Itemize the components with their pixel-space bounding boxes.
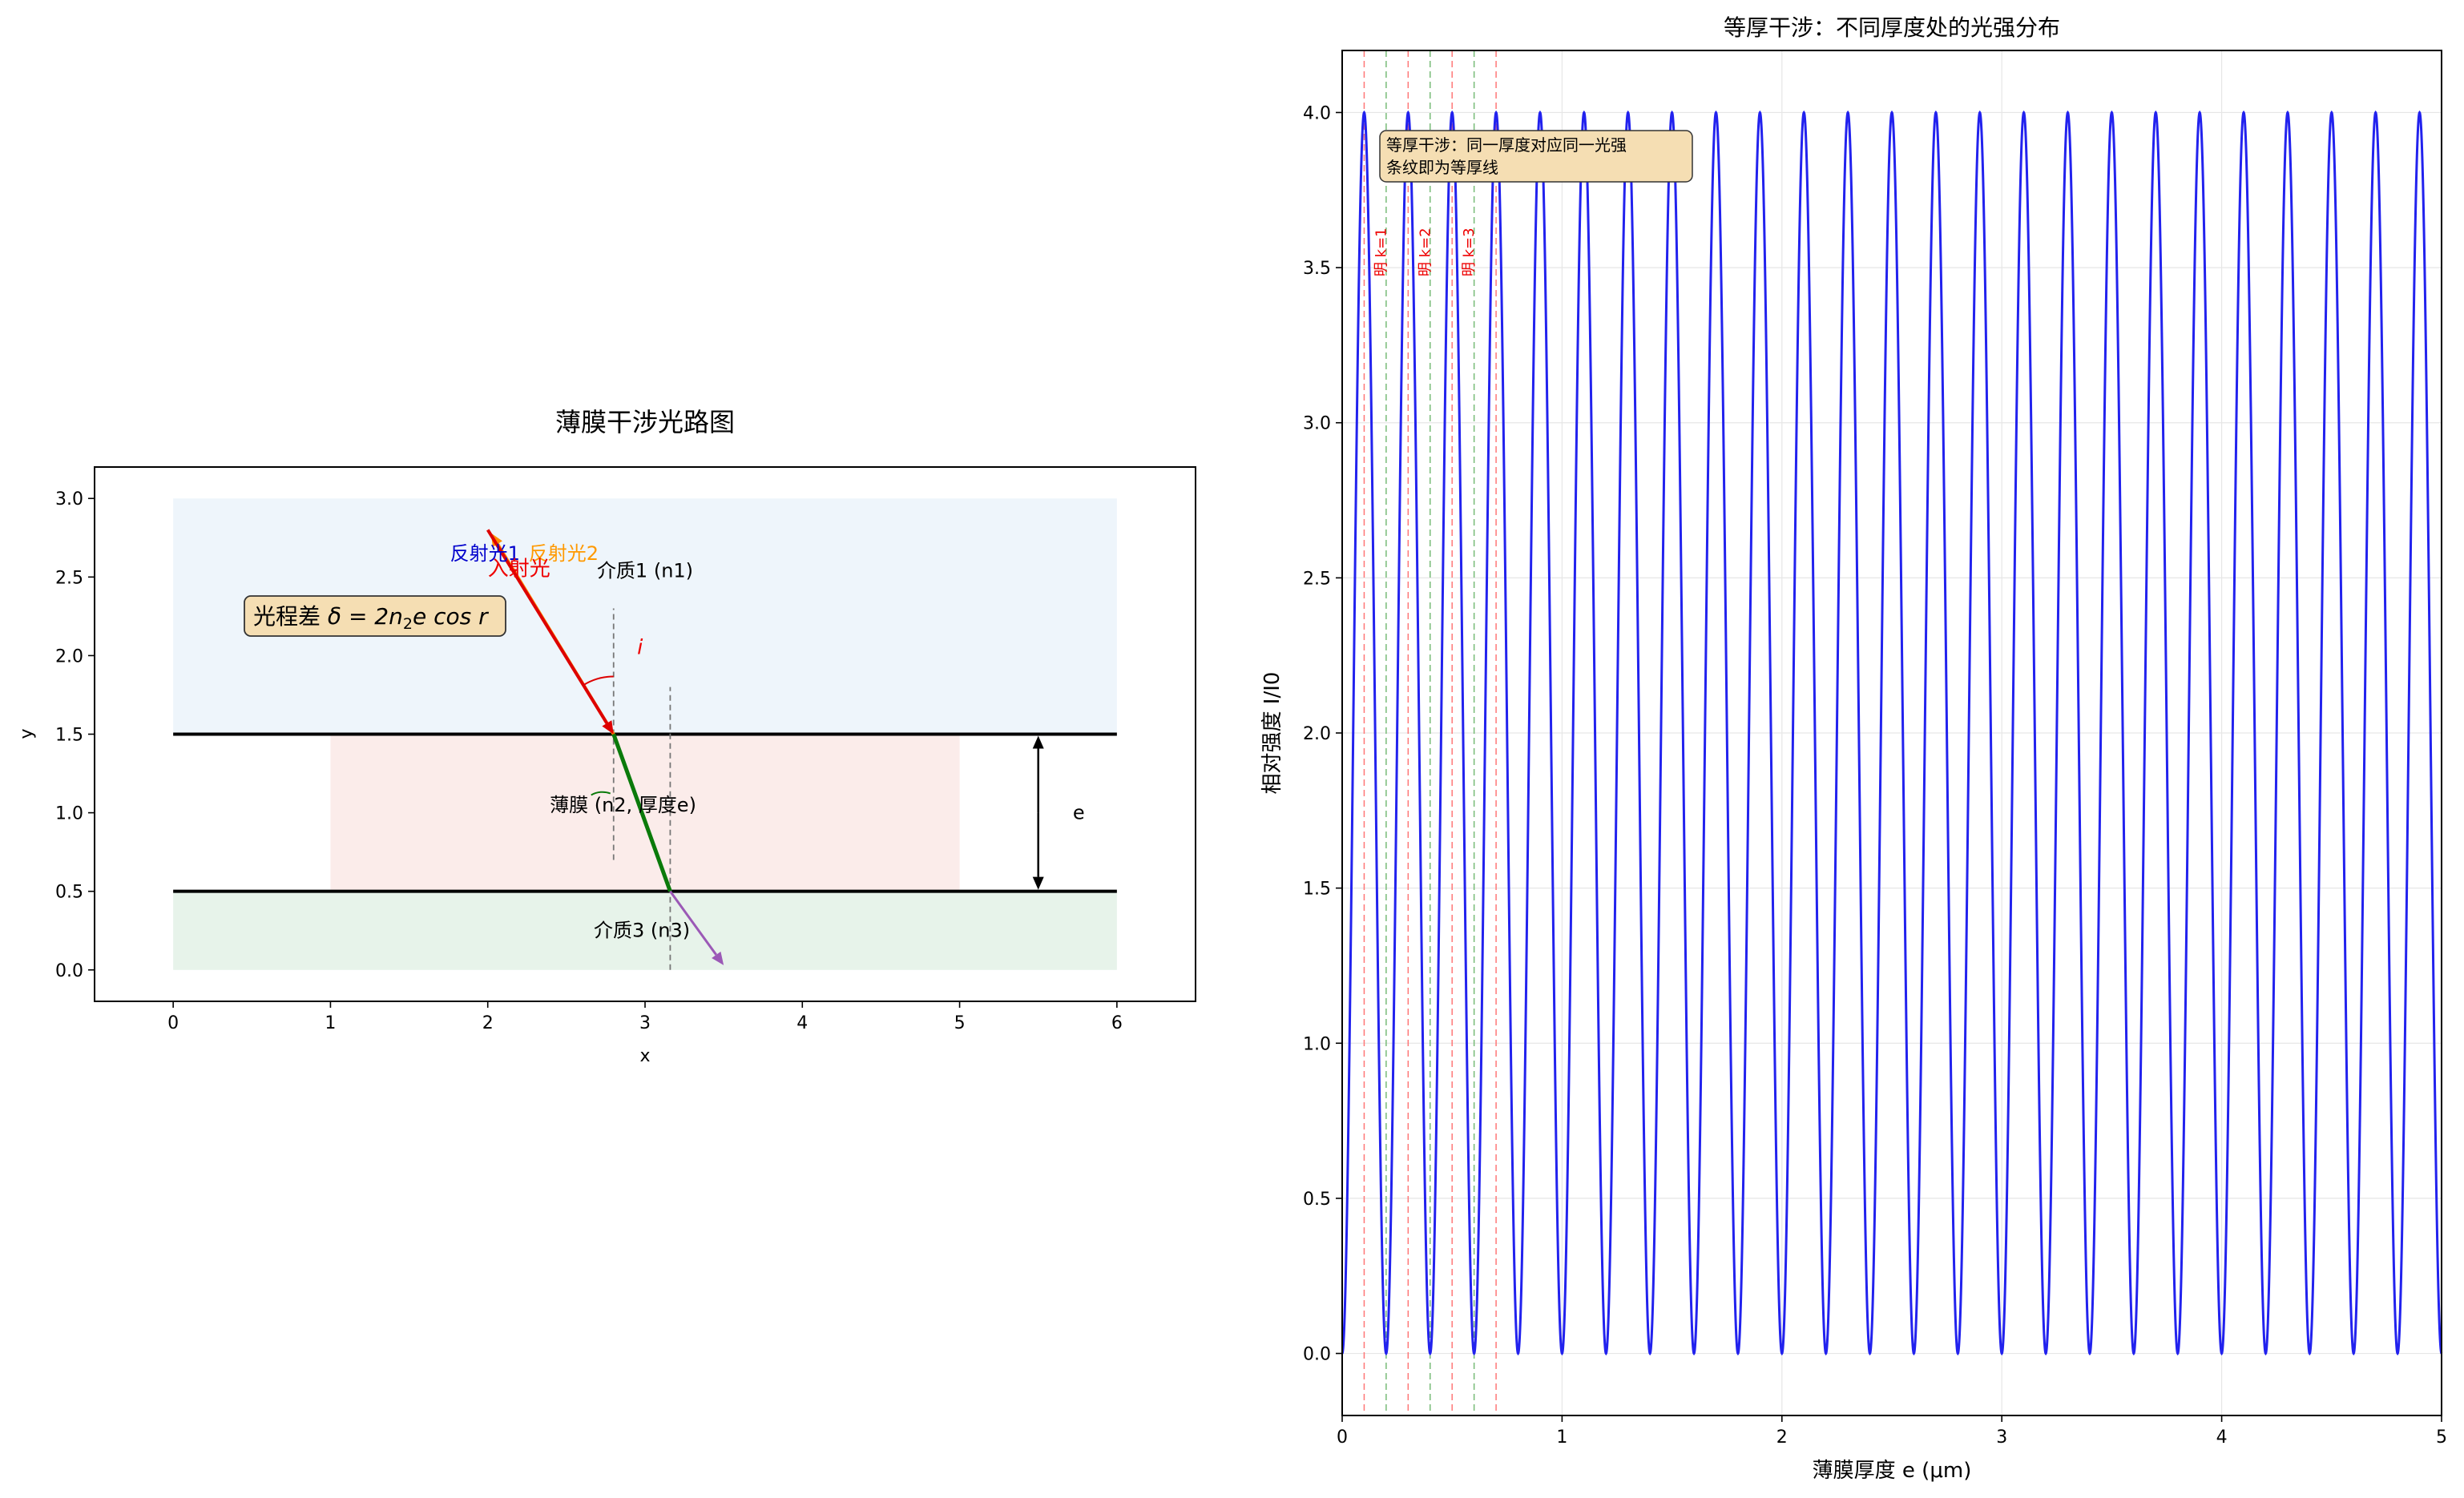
region-film: [330, 734, 960, 892]
diagram-y-axis-label: y: [17, 728, 37, 739]
annotation-line-1: 等厚干涉：同一厚度对应同一光强: [1386, 135, 1627, 155]
thickness-arrow-up: [1032, 735, 1044, 813]
diagram-x-tick-label: 3: [639, 1013, 651, 1033]
bright-fringe-label: 明 k=1: [1373, 228, 1389, 276]
refraction-angle-arc: [591, 791, 611, 796]
svg-text:光程差 δ = 2n2e cos r: 光程差 δ = 2n2e cos r: [253, 603, 489, 633]
diagram-x-tick-label: 0: [167, 1013, 179, 1033]
thickness-label: e: [1073, 802, 1085, 824]
intensity-curve: [1341, 110, 2443, 1356]
optical-path-formula: 光程差 δ = 2n2e cos r: [244, 595, 506, 637]
diagram-x-tick-label: 4: [796, 1013, 808, 1033]
intensity-x-tick-label: 3: [1996, 1428, 2007, 1448]
intensity-y-axis-label: 相对强度 I/I0: [1260, 672, 1284, 795]
thin-film-diagram-panel: 薄膜干涉光路图 e 介质1 (n1) 薄膜 (n2, 厚度e) 介质3 (n3) 反射光…: [17, 407, 1196, 1066]
diagram-x-tick-label: 6: [1111, 1013, 1123, 1033]
annotation-line-2: 条纹即为等厚线: [1386, 158, 1498, 177]
intensity-y-tick-label: 1.0: [1303, 1034, 1331, 1054]
intensity-y-tick-label: 2.5: [1303, 569, 1331, 589]
intensity-x-tick-label: 2: [1776, 1428, 1788, 1448]
medium1-label: 介质1 (n1): [597, 559, 693, 582]
incident-label: 入射光: [488, 558, 550, 582]
diagram-y-tick-label: 3.0: [55, 489, 83, 509]
ray-incident: [486, 529, 614, 735]
annotation-box: [1379, 130, 1693, 183]
diagram-y-tick-label: 2.5: [55, 568, 83, 588]
diagram-x-tick-label: 2: [482, 1013, 494, 1033]
diagram-y-tick-label: 1.5: [55, 726, 83, 746]
intensity-chart-title: 等厚干涉：不同厚度处的光强分布: [1724, 14, 2060, 41]
ray-in-film: [611, 733, 672, 892]
equal-thickness-annotation: 等厚干涉：同一厚度对应同一光强 条纹即为等厚线: [1379, 130, 1693, 183]
region-medium3: [173, 891, 1117, 970]
reflected1-label: 反射光1: [450, 542, 520, 565]
ray-transmitted: [669, 890, 724, 965]
intensity-y-tick-label: 0.5: [1303, 1190, 1331, 1210]
diagram-x-tick-label: 5: [954, 1013, 966, 1033]
intensity-y-tick-label: 0.0: [1303, 1345, 1331, 1365]
bright-fringe-label: 明 k=2: [1417, 228, 1434, 276]
intensity-x-tick-label: 4: [2216, 1428, 2228, 1448]
intensity-y-tick-label: 2.0: [1303, 724, 1331, 744]
angle-label: i: [637, 636, 643, 660]
intensity-y-tick-label: 4.0: [1303, 103, 1331, 123]
diagram-y-tick-label: 0.5: [55, 883, 83, 903]
diagram-x-tick-label: 1: [325, 1013, 336, 1033]
intensity-x-axis-label: 薄膜厚度 e (μm): [1813, 1459, 1972, 1483]
intensity-x-tick-label: 1: [1556, 1428, 1567, 1448]
diagram-y-tick-label: 2.0: [55, 646, 83, 666]
intensity-y-tick-label: 1.5: [1303, 880, 1331, 900]
diagram-x-axis-label: x: [639, 1046, 650, 1066]
medium3-label: 介质3 (n3): [594, 920, 690, 942]
intensity-y-tick-label: 3.5: [1303, 259, 1331, 279]
intensity-x-tick-label: 0: [1337, 1428, 1348, 1448]
thickness-arrow-down: [1032, 812, 1044, 890]
intensity-chart-panel: 等厚干涉：不同厚度处的光强分布 明 k=1 明 k=2 明 k=3 等厚干涉：同一厚…: [1260, 14, 2447, 1483]
bright-fringe-label: 明 k=3: [1461, 228, 1478, 276]
intensity-y-tick-label: 3.0: [1303, 414, 1331, 434]
intensity-x-tick-label: 5: [2436, 1428, 2447, 1448]
diagram-y-tick-label: 0.0: [55, 961, 83, 981]
reflected2-label: 反射光2: [529, 542, 599, 565]
incidence-angle-arc: [583, 675, 614, 687]
diagram-title: 薄膜干涉光路图: [555, 407, 735, 437]
diagram-y-tick-label: 1.0: [55, 804, 83, 824]
film-label: 薄膜 (n2, 厚度e): [550, 794, 696, 816]
